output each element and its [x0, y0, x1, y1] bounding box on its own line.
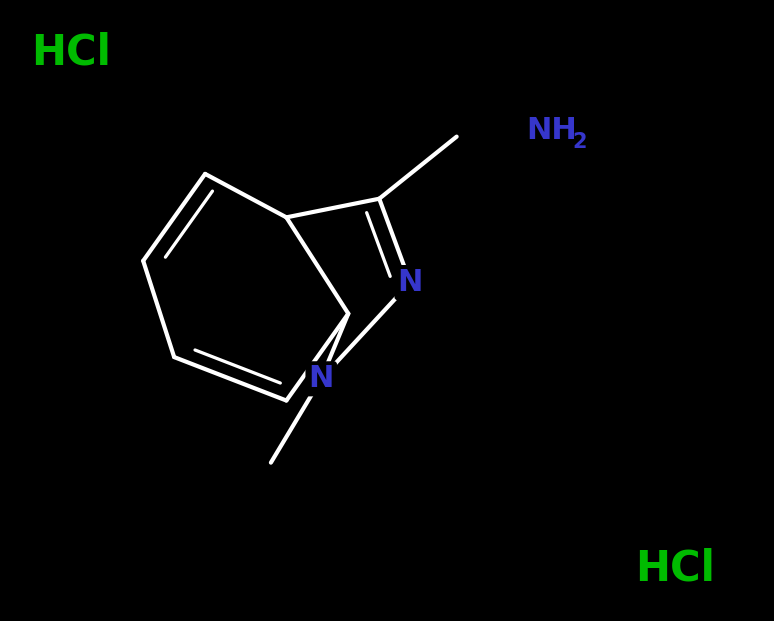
Text: N: N [398, 268, 423, 297]
Text: N: N [309, 365, 334, 393]
Text: 2: 2 [573, 132, 587, 152]
Text: NH: NH [526, 116, 577, 145]
Text: HCl: HCl [635, 548, 714, 590]
Text: HCl: HCl [31, 31, 111, 73]
